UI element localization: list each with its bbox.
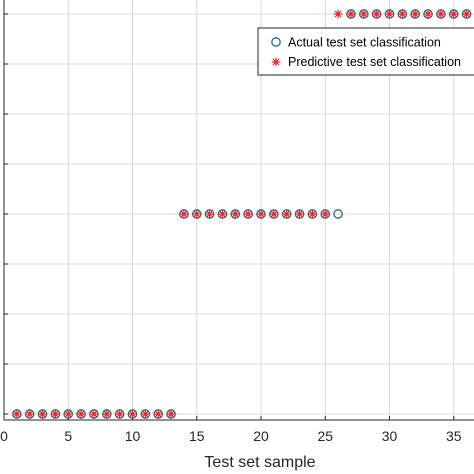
predicted-point [282,209,291,219]
predicted-point [179,209,189,219]
predicted-point [115,409,124,419]
legend-box [257,27,474,76]
predicted-point [102,409,112,419]
predicted-point [205,209,214,219]
legend-entry-actual: Actual test set classification [288,36,441,50]
data-points [12,9,472,419]
predicted-point [320,209,330,219]
predicted-point [243,209,253,219]
predicted-point [462,9,471,19]
actual-point [333,209,343,219]
x-tick-label: 25 [317,428,333,444]
predicted-point [231,209,240,219]
predicted-point [141,409,150,419]
predicted-point [423,9,433,19]
predicted-point [166,409,176,419]
legend-marker-actual-icon [271,37,281,47]
x-tick-label: 20 [253,428,269,444]
predicted-point [333,9,343,19]
axes: 0 5 10 15 20 25 30 35 [0,0,474,444]
predicted-point [449,9,459,19]
predicted-point [410,9,420,19]
predicted-point [398,9,407,19]
predicted-point [25,409,34,419]
legend: Actual test set classification Predictiv… [257,27,474,76]
x-tick-label: 15 [189,428,205,444]
x-tick-label: 30 [382,428,398,444]
predicted-point [269,209,279,219]
legend-marker-predictive-icon [271,57,281,67]
predicted-point [436,9,446,19]
legend-entry-predictive: Predictive test set classification [288,55,461,69]
predicted-point [308,209,317,219]
predicted-point [372,9,381,19]
predicted-point [89,409,99,419]
predicted-point [256,209,266,219]
predicted-point [346,9,356,19]
predicted-point [385,9,394,19]
x-tick-label: 35 [446,428,462,444]
predicted-point [218,209,227,219]
x-axis-title: Test set sample [204,454,315,471]
predicted-point [12,409,22,419]
x-tick-label: 0 [0,428,8,444]
predicted-point [76,409,86,419]
predicted-point [153,409,163,419]
x-tick-label: 5 [64,428,72,444]
predicted-point [51,409,60,419]
predicted-point [63,409,73,419]
predicted-point [295,209,304,219]
predicted-point [38,409,47,419]
x-tick-label: 10 [125,428,141,444]
predicted-point [192,209,202,219]
predicted-point [128,409,137,419]
predicted-point [359,9,369,19]
legend-asterisk-glyph [271,57,281,67]
